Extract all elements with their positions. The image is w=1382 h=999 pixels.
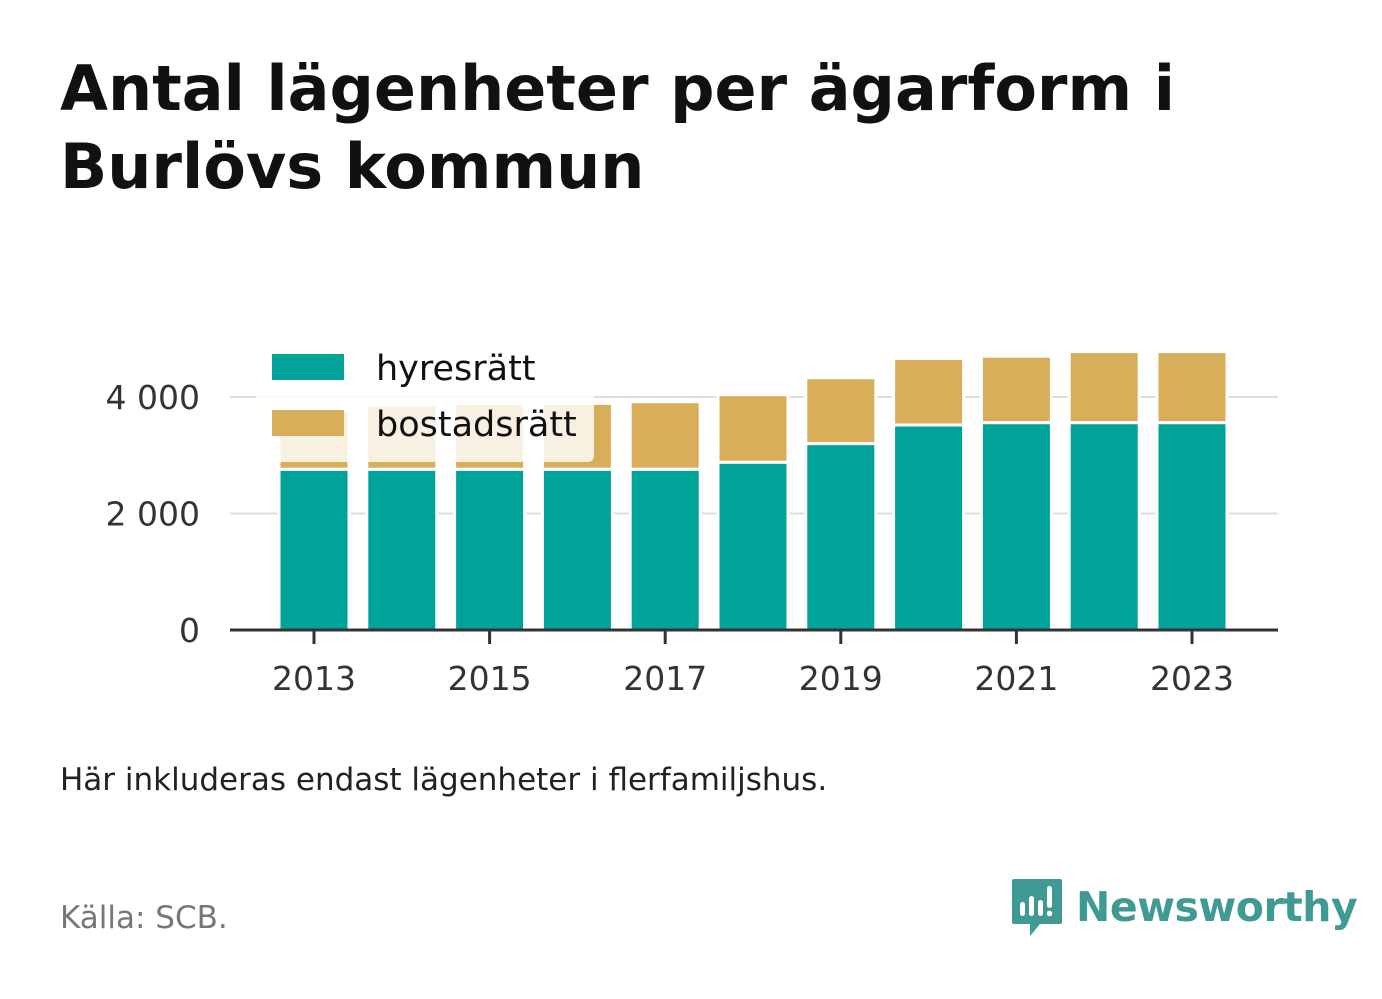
y-tick-label: 0 [179, 611, 200, 650]
source-text: Källa: SCB. [60, 900, 228, 936]
bar-segment [716, 460, 790, 632]
bar-segment [365, 467, 439, 632]
x-tick-label: 2023 [1150, 659, 1234, 698]
bar-segment [979, 421, 1053, 632]
bar-segment [892, 423, 966, 632]
x-tick-label: 2015 [448, 659, 532, 698]
y-tick-label: 4 000 [106, 378, 200, 417]
chart-title: Antal lägenheter per ägarform i Burlövs … [60, 52, 1175, 203]
brand-name: Newsworthy [1076, 883, 1358, 931]
legend: hyresrätt bostadsrätt [256, 340, 594, 462]
bar-segment [892, 357, 966, 427]
legend-label: bostadsrätt [376, 405, 577, 445]
bar-segment [1155, 421, 1229, 632]
bar-segment [979, 354, 1053, 425]
x-tick-label: 2021 [974, 659, 1058, 698]
brand-logo: Newsworthy [1010, 876, 1358, 938]
bar-segment [804, 442, 878, 632]
bar-segment [628, 400, 702, 471]
bar-segment [1067, 421, 1141, 632]
axes: 0 2 000 4 000 2013 2015 2017 2019 2021 2023 [106, 378, 1278, 698]
legend-label: hyresrätt [376, 349, 536, 389]
bar-segment [804, 376, 878, 446]
legend-swatch [272, 354, 344, 380]
bar-segment [628, 467, 702, 632]
y-tick-label: 2 000 [106, 495, 200, 534]
bar-segment [716, 393, 790, 464]
x-tick-label: 2017 [623, 659, 707, 698]
newsworthy-logo-icon [1012, 879, 1062, 936]
bar-segment [540, 467, 614, 632]
bar-segment [1067, 350, 1141, 425]
chart: 0 2 000 4 000 2013 2015 2017 2019 2021 2023 hyre… [105, 340, 1278, 698]
bar-segment [277, 467, 351, 632]
x-tick-label: 2019 [799, 659, 883, 698]
legend-swatch [272, 410, 344, 436]
bar-segment [1155, 350, 1229, 425]
bar-segment [453, 467, 527, 632]
chart-note: Här inkluderas endast lägenheter i flerf… [60, 762, 828, 798]
x-tick-label: 2013 [272, 659, 356, 698]
